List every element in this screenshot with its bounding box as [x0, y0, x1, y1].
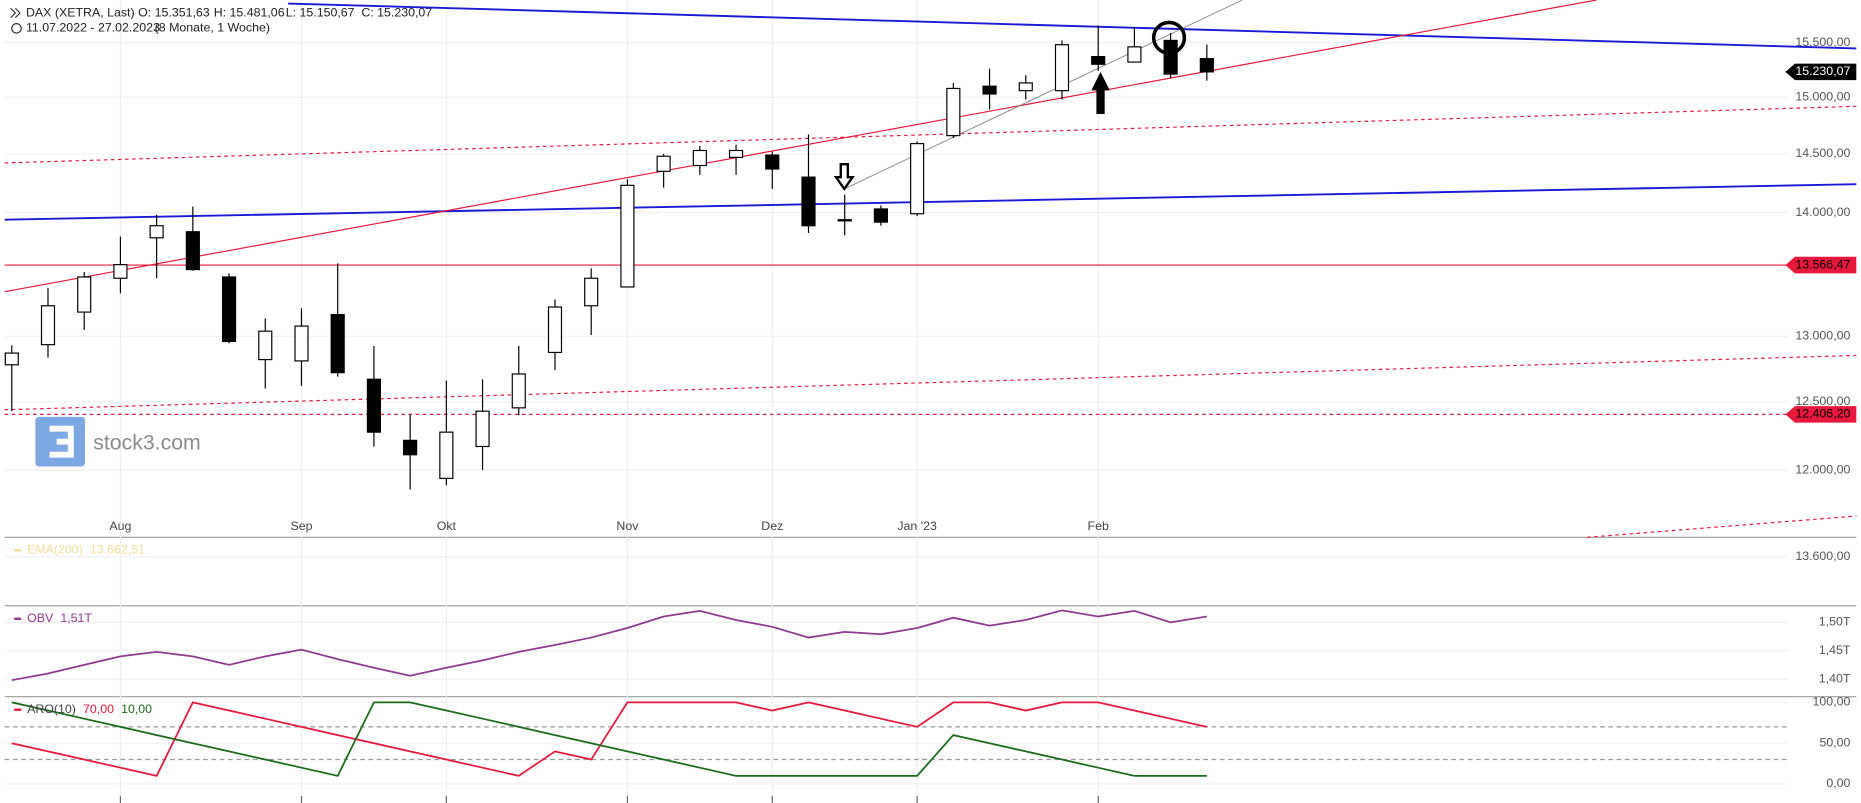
candle-body	[946, 87, 961, 137]
header-high: H: 15.481,06	[214, 5, 285, 19]
header-range: 11.07.2022 - 27.02.2023	[26, 21, 160, 35]
candle-body	[1054, 44, 1070, 92]
candle-body	[1018, 82, 1033, 92]
candle-body	[366, 378, 382, 433]
legend-value: 1,51T	[60, 611, 92, 625]
last-price-tag: 15.230,07	[1795, 64, 1850, 78]
clock-icon	[11, 23, 22, 34]
x-tick-label: Nov	[616, 519, 639, 533]
y-tick-label: 12.500,00	[1795, 394, 1850, 408]
trend-line	[4, 183, 1857, 221]
y-tick-label: 15.500,00	[1795, 35, 1850, 49]
candle-body	[728, 149, 744, 158]
x-tick-label: Sep	[290, 519, 312, 533]
candle-body	[801, 176, 816, 227]
candle-body	[294, 325, 309, 362]
price-tag-bg	[1785, 256, 1857, 274]
y-tick-label: 15.000,00	[1795, 90, 1850, 104]
last-price-tag-bg	[1785, 63, 1857, 81]
candle-body	[765, 154, 780, 170]
x-tick-label: Jan '23	[897, 519, 937, 533]
header: DAX (XETRA, Last) O: 15.351,63 H: 15.481…	[10, 5, 432, 35]
legend-value: 70,00	[83, 702, 114, 716]
trend-line	[4, 0, 1597, 293]
header-close: C: 15.230,07	[361, 5, 432, 19]
lines-layer	[4, 71, 1788, 777]
y-tick-label: 1,50T	[1819, 615, 1851, 629]
header-low: L: 15.150,67	[286, 5, 355, 19]
candle-body	[185, 231, 200, 271]
labels-layer: Aug Sep Okt Nov Dez Jan '23 Feb 12.000,00 12.500…	[14, 35, 1857, 790]
candle-body	[873, 208, 888, 223]
grid-layer	[4, 0, 1857, 803]
price-tag: 12.406,20	[1795, 407, 1850, 421]
legend-title: ARO(10)	[27, 702, 76, 716]
candle-body	[40, 305, 56, 346]
price-tag-bg	[1785, 406, 1857, 423]
series-line	[11, 609, 1207, 682]
header-title: DAX (XETRA, Last)	[26, 5, 135, 19]
watermark: stock3.com	[35, 416, 201, 467]
y-tick-label: 12.000,00	[1795, 462, 1850, 476]
watermark-text: stock3.com	[93, 431, 200, 455]
y-tick-label: 0,00	[1826, 776, 1850, 790]
legend-value: 13.662,51	[90, 543, 145, 557]
marks-layer	[4, 25, 1214, 490]
candle-body	[403, 439, 418, 456]
candle-body	[1199, 58, 1214, 73]
y-tick-label: 13.600,00	[1795, 549, 1850, 563]
candle-body	[656, 155, 671, 172]
candle-body	[439, 431, 454, 479]
y-tick-label: 1,45T	[1819, 643, 1851, 657]
down-arrow	[833, 162, 855, 192]
candle-body	[4, 352, 19, 366]
y-tick-label: 50,00	[1819, 735, 1850, 749]
header-icon	[10, 7, 21, 19]
channel-line	[1587, 515, 1857, 538]
candle-body	[547, 306, 563, 354]
legend-name: OBV	[27, 611, 54, 625]
candle-body	[77, 276, 92, 313]
watermark-logo-mark	[49, 425, 74, 458]
legend-value: 10,00	[121, 702, 152, 716]
candle-body	[1163, 39, 1178, 75]
header-open: O: 15.351,63	[138, 5, 210, 19]
legend-name: EMA(200)	[27, 543, 83, 557]
candle-body	[620, 184, 635, 288]
y-tick-label: 14.000,00	[1795, 205, 1850, 219]
candle-body	[113, 264, 128, 279]
price-tag: 13.566,47	[1795, 257, 1850, 271]
up-arrow	[1091, 71, 1110, 114]
trend-lines	[4, 0, 1857, 538]
candle-body	[584, 277, 599, 307]
candle-body	[330, 314, 345, 374]
candle-body	[837, 219, 852, 222]
candle-body	[692, 149, 707, 167]
series-line	[11, 701, 1207, 777]
series-line	[11, 701, 1208, 777]
candle-body	[149, 225, 164, 239]
trend-line	[288, 2, 1857, 50]
y-tick-label: 14.500,00	[1795, 146, 1850, 160]
y-tick-label: 1,40T	[1819, 671, 1851, 685]
candle-body	[1091, 56, 1106, 65]
candle-body	[511, 373, 526, 409]
x-tick-label: Feb	[1088, 519, 1109, 533]
x-tick-label: Okt	[437, 519, 457, 533]
x-tick-label: Aug	[109, 519, 131, 533]
header-duration: (8 Monate, 1 Woche)	[155, 21, 270, 35]
y-tick-label: 13.000,00	[1795, 329, 1850, 343]
candle-body	[258, 330, 273, 361]
candle-body	[982, 85, 997, 95]
y-tick-label: 100,00	[1813, 695, 1851, 709]
candle-body	[475, 410, 490, 448]
candle-body	[1127, 46, 1142, 63]
candle-body	[910, 143, 925, 215]
x-tick-label: Dez	[761, 519, 783, 533]
candle-body	[221, 276, 237, 343]
